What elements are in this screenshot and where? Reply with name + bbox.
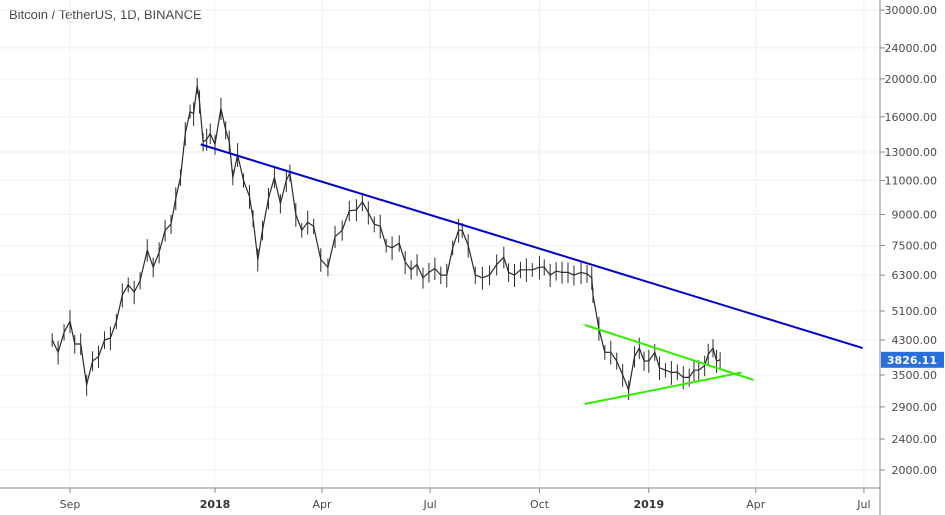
- y-tick-label: 4300.00: [892, 334, 938, 347]
- chart-title: Bitcoin / TetherUS, 1D, BINANCE: [9, 7, 202, 22]
- last-price-badge-bg: [881, 351, 944, 368]
- y-tick-label: 6300.00: [892, 269, 938, 282]
- y-tick-label: 16000.00: [885, 111, 938, 124]
- x-tick-label: Oct: [530, 498, 550, 511]
- y-tick-label: 2400.00: [892, 433, 938, 446]
- y-tick-label: 24000.00: [885, 42, 938, 55]
- y-tick-label: 20000.00: [885, 73, 938, 86]
- y-tick-label: 11000.00: [885, 174, 938, 187]
- y-tick-label: 5100.00: [892, 305, 938, 318]
- y-tick-label: 30000.00: [885, 4, 938, 17]
- x-tick-label: Sep: [60, 498, 81, 511]
- x-tick-label: Jul: [422, 498, 436, 511]
- y-tick-label: 9000.00: [892, 209, 938, 222]
- resistance-trendline[interactable]: [200, 143, 864, 350]
- y-tick-label: 7500.00: [892, 239, 938, 252]
- price-line: [51, 85, 721, 391]
- price-series: [51, 78, 721, 401]
- x-tick-label: Jul: [856, 498, 870, 511]
- last-price-badge: 3826.11: [881, 351, 944, 368]
- triangle-trendline[interactable]: [584, 323, 754, 381]
- x-tick-label: Apr: [312, 498, 332, 511]
- y-tick-label: 13000.00: [885, 146, 938, 159]
- x-tick-label: 2019: [633, 498, 664, 511]
- trendline-annotations[interactable]: [200, 143, 864, 405]
- y-tick-label: 2000.00: [892, 464, 938, 477]
- y-tick-label: 2900.00: [892, 401, 938, 414]
- x-tick-label: Apr: [746, 498, 766, 511]
- time-axis[interactable]: Sep 2018 Apr Jul Oct 2019 Apr Jul: [60, 488, 871, 511]
- price-axis[interactable]: 30000.00 24000.00 20000.00 16000.00 13000.00…: [880, 4, 937, 477]
- grid-lines: [0, 0, 880, 488]
- y-tick-label: 3500.00: [892, 369, 938, 382]
- x-tick-label: 2018: [200, 498, 231, 511]
- triangle-trendline[interactable]: [584, 371, 742, 405]
- last-price-label: 3826.11: [887, 354, 937, 367]
